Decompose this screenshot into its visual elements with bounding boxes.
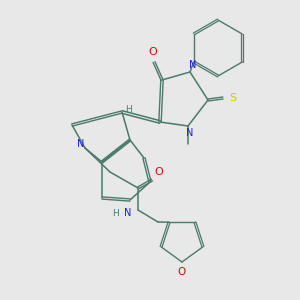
Text: H: H bbox=[112, 208, 119, 217]
Text: S: S bbox=[230, 93, 237, 103]
Text: O: O bbox=[154, 167, 164, 177]
Text: N: N bbox=[77, 139, 85, 149]
Text: O: O bbox=[178, 267, 186, 277]
Text: H: H bbox=[126, 104, 132, 113]
Text: N: N bbox=[189, 60, 197, 70]
Text: N: N bbox=[124, 208, 132, 218]
Text: N: N bbox=[186, 128, 194, 138]
Text: O: O bbox=[148, 47, 158, 57]
